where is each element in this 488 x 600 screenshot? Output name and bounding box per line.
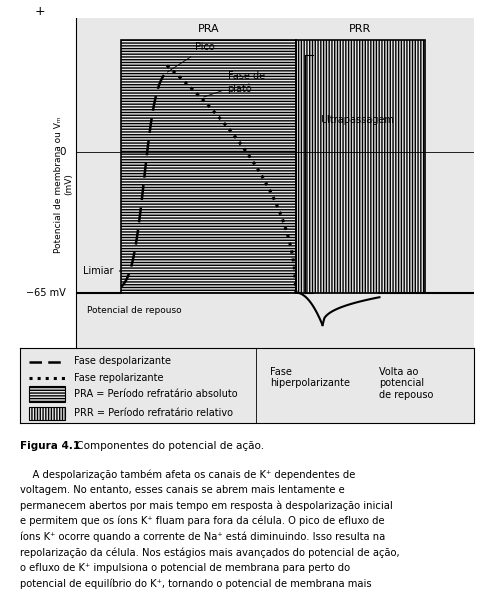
Text: PRA = Período refratário absoluto: PRA = Período refratário absoluto (74, 389, 237, 399)
Text: repolarização da célula. Nos estágios mais avançados do potencial de ação,: repolarização da célula. Nos estágios ma… (20, 547, 398, 558)
Bar (29, 385, 65, 402)
Text: Limiar: Limiar (83, 266, 121, 276)
Text: Fase despolarizante: Fase despolarizante (74, 356, 171, 367)
Text: Pico: Pico (167, 43, 215, 72)
Text: Potencial de repouso: Potencial de repouso (87, 305, 182, 314)
Text: −65 mV: −65 mV (26, 287, 66, 298)
Text: −: − (34, 351, 46, 365)
Text: voltagem. No entanto, esses canais se abrem mais lentamente e: voltagem. No entanto, esses canais se ab… (20, 485, 344, 495)
Y-axis label: Potencial de membrana ou Vₘ
(mV): Potencial de membrana ou Vₘ (mV) (54, 116, 73, 253)
Text: Volta ao
potencial
de repouso: Volta ao potencial de repouso (378, 367, 432, 400)
Text: PRA: PRA (198, 24, 219, 34)
Text: Fase de
platô: Fase de platô (203, 71, 264, 97)
Text: PRR = Período refratário relativo: PRR = Período refratário relativo (74, 408, 233, 418)
Text: Tempo: Tempo (254, 359, 291, 369)
Text: PRR: PRR (348, 24, 371, 34)
Bar (29, 407, 65, 420)
Bar (295, 40, 424, 293)
Text: Ultrapassagem: Ultrapassagem (320, 115, 394, 125)
Text: Figura 4.1: Figura 4.1 (20, 441, 80, 451)
Text: e permitem que os íons K⁺ fluam para fora da célula. O pico de efluxo de: e permitem que os íons K⁺ fluam para for… (20, 516, 384, 527)
Bar (121, 40, 295, 293)
Text: íons K⁺ ocorre quando a corrente de Na⁺ está diminuindo. Isso resulta na: íons K⁺ ocorre quando a corrente de Na⁺ … (20, 532, 384, 542)
Text: o efluxo de K⁺ impulsiona o potencial de membrana para perto do: o efluxo de K⁺ impulsiona o potencial de… (20, 563, 349, 573)
Text: 0: 0 (59, 147, 66, 157)
Text: Componentes do potencial de ação.: Componentes do potencial de ação. (73, 441, 264, 451)
Text: permanecem abertos por mais tempo em resposta à despolarização inicial: permanecem abertos por mais tempo em res… (20, 500, 391, 511)
Text: A despolarização também afeta os canais de K⁺ dependentes de: A despolarização também afeta os canais … (20, 469, 354, 480)
Text: +: + (35, 5, 45, 18)
Text: Fase
hiperpolarizante: Fase hiperpolarizante (269, 367, 349, 388)
Text: Fase repolarizante: Fase repolarizante (74, 373, 163, 383)
Text: potencial de equilíbrio do K⁺, tornando o potencial de membrana mais: potencial de equilíbrio do K⁺, tornando … (20, 578, 370, 589)
